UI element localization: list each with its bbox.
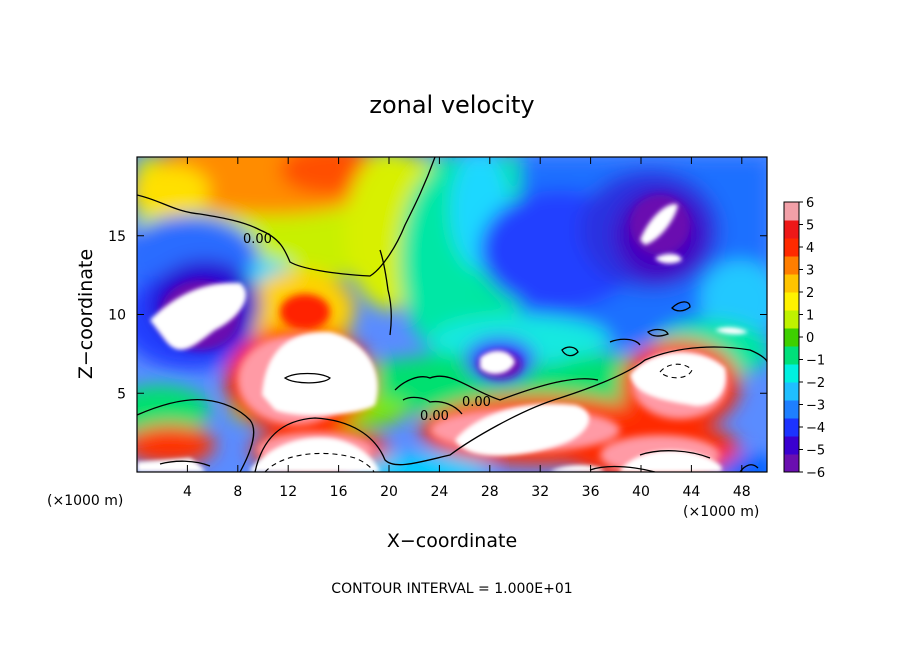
colorbar-swatch bbox=[784, 418, 799, 437]
x-unit-right: (×1000 m) bbox=[683, 504, 759, 520]
colorbar-tick-label: 2 bbox=[806, 286, 814, 301]
colorbar-swatch bbox=[784, 256, 799, 275]
contour-zero-top bbox=[137, 157, 436, 277]
contour-interval-note: CONTOUR INTERVAL = 1.000E+01 bbox=[331, 581, 572, 597]
colorbar-swatch bbox=[784, 328, 799, 347]
colorbar-tick-label: 4 bbox=[806, 241, 814, 256]
colorbar-tick-label: 6 bbox=[806, 196, 814, 211]
colorbar-swatch bbox=[784, 454, 799, 473]
colorbar-swatch bbox=[784, 364, 799, 383]
colorbar-tick-label: 0 bbox=[806, 331, 814, 346]
contour-lines-dashed bbox=[264, 363, 693, 472]
contour-zero-left bbox=[137, 399, 255, 472]
heatmap-field bbox=[137, 157, 767, 472]
colorbar-swatch bbox=[784, 436, 799, 455]
colorbar-swatch bbox=[784, 400, 799, 419]
y-tick-label: 5 bbox=[117, 386, 126, 402]
x-tick-label: 36 bbox=[582, 484, 600, 500]
x-tick-label: 12 bbox=[279, 484, 297, 500]
x-tick-label: 20 bbox=[380, 484, 398, 500]
colorbar-tick-label: 5 bbox=[806, 219, 814, 234]
contour-lines bbox=[137, 157, 767, 472]
colorbar-swatch bbox=[784, 292, 799, 311]
x-axis-label: X−coordinate bbox=[387, 530, 517, 552]
colorbar-tick-label: 1 bbox=[806, 309, 814, 324]
y-axis: 5 10 15 bbox=[108, 229, 767, 402]
chart-title: zonal velocity bbox=[369, 91, 534, 119]
colorbar-swatch bbox=[784, 202, 799, 221]
y-tick-label: 10 bbox=[108, 308, 126, 324]
colorbar: 6 5 4 3 2 1 0 −1 −2 −3 −4 −5 −6 bbox=[783, 196, 825, 481]
colorbar-tick-label: −1 bbox=[806, 354, 825, 369]
contour-zero-upper bbox=[394, 375, 599, 401]
x-tick-label: 32 bbox=[531, 484, 549, 500]
colorbar-swatch bbox=[784, 274, 799, 293]
colorbar-swatch bbox=[784, 220, 799, 239]
contour-label-1: 0.00 bbox=[243, 232, 272, 247]
x-tick-label: 48 bbox=[733, 484, 751, 500]
y-axis-label: Z−coordinate bbox=[75, 249, 97, 379]
x-tick-label: 24 bbox=[430, 484, 448, 500]
x-tick-label: 40 bbox=[632, 484, 650, 500]
colorbar-tick-label: −4 bbox=[806, 421, 825, 436]
contour-zero-mid bbox=[254, 346, 767, 472]
colorbar-tick-label: −5 bbox=[806, 444, 825, 459]
colorbar-tick-label: −3 bbox=[806, 399, 825, 414]
x-tick-label: 28 bbox=[481, 484, 499, 500]
colorbar-tick-label: −2 bbox=[806, 376, 825, 391]
y-tick-label: 15 bbox=[108, 229, 126, 245]
x-tick-label: 8 bbox=[233, 484, 242, 500]
x-unit-left: (×1000 m) bbox=[47, 493, 123, 509]
colorbar-swatch bbox=[784, 382, 799, 401]
x-tick-label: 4 bbox=[183, 484, 192, 500]
contour-label-2: 0.00 bbox=[462, 395, 491, 410]
contour-label-3: 0.00 bbox=[420, 409, 449, 424]
x-tick-label: 44 bbox=[682, 484, 700, 500]
colorbar-swatch bbox=[784, 310, 799, 329]
colorbar-tick-label: 3 bbox=[806, 264, 814, 279]
x-axis: 4 8 12 16 20 24 28 32 36 40 44 48 bbox=[183, 157, 751, 500]
x-tick-label: 16 bbox=[330, 484, 348, 500]
colorbar-swatch bbox=[784, 346, 799, 365]
contour-labels: 0.00 0.00 0.00 bbox=[243, 232, 491, 424]
colorbar-swatch bbox=[784, 238, 799, 257]
colorbar-tick-label: −6 bbox=[806, 466, 825, 481]
